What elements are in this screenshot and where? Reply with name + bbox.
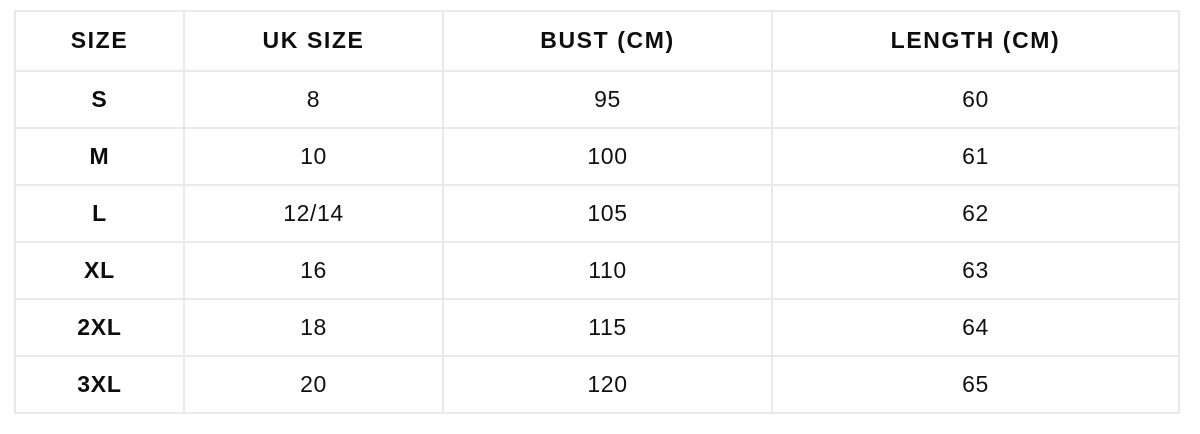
table-header: SIZE UK SIZE BUST (CM) LENGTH (CM)	[14, 10, 1180, 72]
cell-length: 60	[771, 70, 1180, 129]
cell-uk-size: 20	[183, 355, 444, 414]
size-chart-container: SIZE UK SIZE BUST (CM) LENGTH (CM) S 8 9…	[14, 10, 1180, 414]
column-header-length: LENGTH (CM)	[771, 10, 1180, 72]
table-row: 3XL 20 120 65	[14, 355, 1180, 414]
cell-bust: 110	[442, 241, 773, 300]
cell-length: 62	[771, 184, 1180, 243]
column-header-uk-size: UK SIZE	[183, 10, 444, 72]
cell-uk-size: 18	[183, 298, 444, 357]
cell-size: 3XL	[14, 355, 185, 414]
cell-bust: 95	[442, 70, 773, 129]
cell-uk-size: 8	[183, 70, 444, 129]
cell-length: 63	[771, 241, 1180, 300]
table-row: XL 16 110 63	[14, 241, 1180, 300]
cell-size: L	[14, 184, 185, 243]
table-row: L 12/14 105 62	[14, 184, 1180, 243]
cell-bust: 100	[442, 127, 773, 186]
cell-size: 2XL	[14, 298, 185, 357]
cell-bust: 120	[442, 355, 773, 414]
table-row: M 10 100 61	[14, 127, 1180, 186]
size-chart-table: SIZE UK SIZE BUST (CM) LENGTH (CM) S 8 9…	[14, 10, 1180, 414]
table-row: S 8 95 60	[14, 70, 1180, 129]
cell-length: 61	[771, 127, 1180, 186]
column-header-size: SIZE	[14, 10, 185, 72]
cell-uk-size: 16	[183, 241, 444, 300]
cell-length: 65	[771, 355, 1180, 414]
column-header-bust: BUST (CM)	[442, 10, 773, 72]
cell-uk-size: 12/14	[183, 184, 444, 243]
cell-uk-size: 10	[183, 127, 444, 186]
cell-length: 64	[771, 298, 1180, 357]
cell-bust: 105	[442, 184, 773, 243]
cell-bust: 115	[442, 298, 773, 357]
table-header-row: SIZE UK SIZE BUST (CM) LENGTH (CM)	[14, 10, 1180, 72]
table-body: S 8 95 60 M 10 100 61 L 12/14 105 62 XL …	[14, 70, 1180, 414]
cell-size: M	[14, 127, 185, 186]
cell-size: S	[14, 70, 185, 129]
cell-size: XL	[14, 241, 185, 300]
table-row: 2XL 18 115 64	[14, 298, 1180, 357]
